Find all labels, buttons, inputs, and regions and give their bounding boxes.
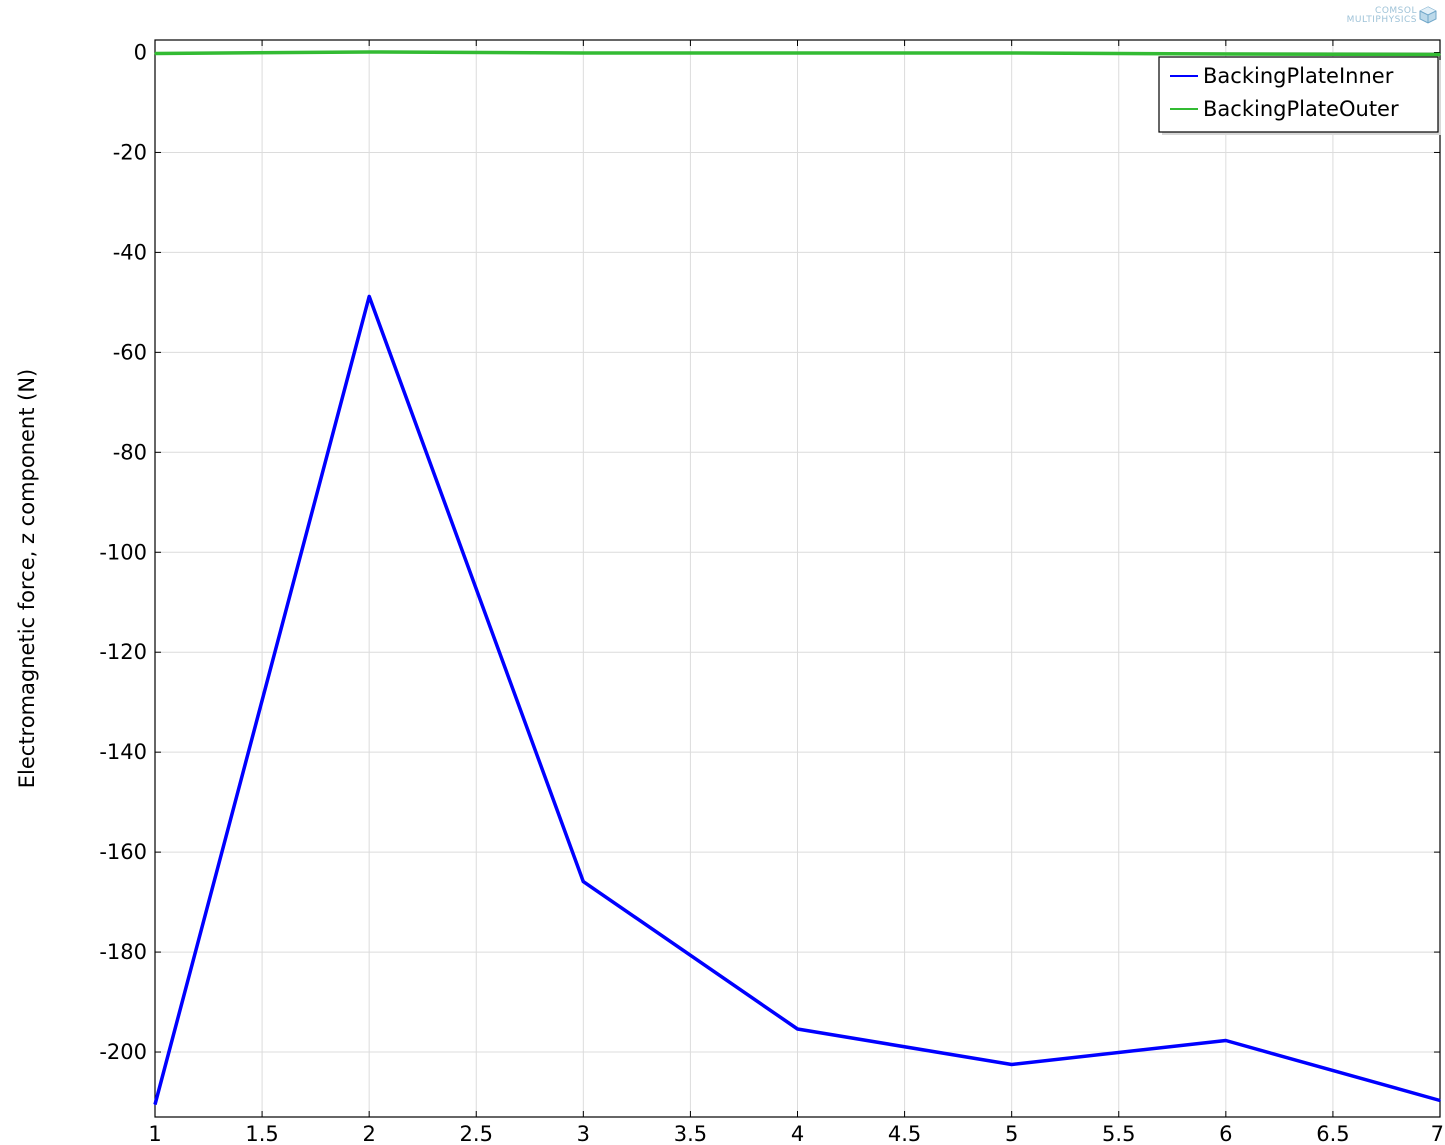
legend-box [1158,56,1439,133]
data-point [582,880,585,883]
y-tick-label: -120 [99,640,147,664]
y-tick-label: -20 [113,140,147,164]
y-tick-label: -80 [113,440,147,464]
y-tick-label: -140 [99,740,147,764]
logo-line1: COMSOL [1375,6,1417,16]
data-point [796,1028,799,1030]
legend: BackingPlateInner BackingPlateOuter [1158,56,1441,135]
x-tick-label: 4.5 [888,1122,921,1145]
x-tick-label: 6 [1219,1122,1232,1145]
data-point [1010,1063,1013,1066]
data-point [1439,53,1441,56]
x-tick-label: 3.5 [674,1122,707,1145]
data-point [1225,53,1227,55]
data-point [154,1103,156,1106]
y-tick-label: 0 [134,40,147,64]
x-tick-label: 1 [148,1122,161,1145]
legend-entry: BackingPlateOuter [1203,97,1399,121]
y-tick-label: -160 [99,840,147,864]
data-point [154,52,156,55]
x-tick-label: 4 [791,1122,804,1145]
y-tick-label: -100 [99,540,147,564]
y-tick-label: -40 [113,240,147,264]
data-series [153,50,1441,1106]
data-point [368,51,370,53]
y-axis-label: Electromagnetic force, z component (N) [15,369,39,789]
comsol-logo: COMSOL MULTIPHYSICS [1347,7,1417,25]
x-tick-label: 2 [362,1122,375,1145]
data-point [1439,1099,1441,1102]
y-tick-label: -200 [99,1040,147,1064]
logo-cube-icon [1419,6,1437,24]
x-tick-label: 3 [577,1122,590,1145]
data-point [1010,52,1013,54]
x-tick-label: 2.5 [460,1122,493,1145]
x-tick-label: 5.5 [1102,1122,1135,1145]
x-tick-label: 7 [1431,1122,1444,1145]
data-point [582,52,585,54]
data-point [368,295,370,298]
legend-entry: BackingPlateInner [1203,64,1394,88]
y-tick-label: -180 [99,940,147,964]
grid [154,40,1441,1117]
axis-ticks: 1 1.5 2 2.5 3 3.5 4 4.5 5 5.5 6 6.5 7 0 -20 -40 -60 -80 -1… [99,40,1444,1145]
x-tick-label: 6.5 [1316,1122,1349,1145]
x-tick-label: 5 [1005,1122,1018,1145]
logo-line2: MULTIPHYSICS [1346,15,1417,25]
data-point [796,52,799,54]
y-tick-label: -60 [113,340,147,364]
data-point [1225,1039,1227,1042]
x-tick-label: 1.5 [245,1122,278,1145]
